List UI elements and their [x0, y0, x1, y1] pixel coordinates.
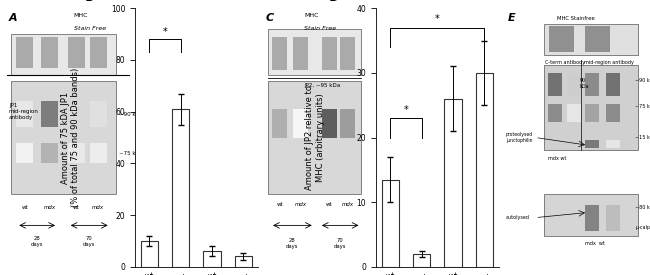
Bar [41, 143, 58, 163]
Bar [413, 254, 430, 267]
Bar [548, 73, 562, 96]
Text: ~90 kDa: ~90 kDa [119, 112, 144, 117]
Text: proteolysed
junctophilin: proteolysed junctophilin [506, 132, 533, 143]
Text: MHC: MHC [304, 13, 318, 18]
Text: 70
days: 70 days [83, 236, 95, 246]
Text: D: D [330, 0, 339, 3]
Bar [90, 101, 107, 127]
Bar [16, 37, 33, 68]
Bar [585, 104, 599, 122]
Text: mdx: mdx [341, 202, 354, 207]
Bar [606, 205, 620, 230]
Text: A: A [9, 13, 18, 23]
Text: mdx: mdx [44, 205, 55, 210]
Text: ~80 kDa: ~80 kDa [635, 205, 650, 210]
Bar [235, 256, 252, 267]
Bar [272, 37, 287, 70]
Text: MHC: MHC [74, 13, 88, 18]
Bar [90, 37, 107, 68]
Bar [585, 26, 610, 52]
Bar [549, 26, 574, 52]
Y-axis label: Amount of 75 kDA JP1
(% of total 75 and 90 kDa bands): Amount of 75 kDA JP1 (% of total 75 and … [60, 68, 80, 207]
Bar [203, 251, 221, 267]
Bar [340, 37, 355, 70]
Bar [606, 140, 620, 148]
Text: JP1
mid-region
antibody: JP1 mid-region antibody [9, 103, 39, 120]
Bar [268, 29, 361, 75]
Bar [322, 109, 337, 138]
Bar [41, 37, 58, 68]
Bar [68, 37, 85, 68]
Text: mid-region antibody: mid-region antibody [584, 60, 634, 65]
Bar [140, 241, 158, 267]
Bar [16, 101, 33, 127]
Text: ~15 kDa: ~15 kDa [635, 135, 650, 140]
Text: B: B [86, 0, 95, 3]
Text: 28
days: 28 days [31, 236, 44, 246]
Bar [68, 101, 85, 127]
Bar [606, 73, 620, 96]
Bar [548, 104, 562, 122]
Bar [543, 65, 638, 150]
Bar [585, 140, 599, 148]
Bar [41, 101, 58, 127]
Text: C-term antibody: C-term antibody [545, 60, 585, 65]
Text: C: C [266, 13, 274, 23]
Text: μ-calpain: μ-calpain [635, 226, 650, 230]
Text: ~90 kDa: ~90 kDa [635, 78, 650, 83]
Text: mdx wt: mdx wt [548, 156, 567, 161]
Text: 90
kDa: 90 kDa [580, 78, 590, 89]
Y-axis label: Amount of JP2 relative to
MHC (arbitrary units): Amount of JP2 relative to MHC (arbitrary… [306, 85, 324, 190]
Text: *: * [404, 105, 408, 115]
Text: mdx: mdx [92, 205, 105, 210]
Bar [567, 73, 581, 96]
Bar [268, 81, 361, 194]
Bar [172, 109, 189, 267]
Text: *: * [162, 27, 168, 37]
Text: wt: wt [326, 202, 333, 207]
Text: 70
days: 70 days [334, 238, 346, 249]
Text: ~75 kDa: ~75 kDa [635, 104, 650, 109]
Text: 28
days: 28 days [286, 238, 298, 249]
Bar [585, 205, 599, 230]
Bar [272, 109, 287, 138]
Bar [294, 109, 308, 138]
Text: wt: wt [73, 205, 80, 210]
Bar [543, 194, 638, 236]
Text: wt: wt [21, 205, 28, 210]
Bar [322, 37, 337, 70]
Bar [12, 81, 116, 194]
Text: MHC Stainfree: MHC Stainfree [558, 16, 595, 21]
Text: JP2, ~95 kDa: JP2, ~95 kDa [304, 83, 341, 88]
Bar [445, 99, 461, 267]
Bar [68, 143, 85, 163]
Bar [382, 180, 399, 267]
Bar [294, 37, 308, 70]
Text: mdx  wt: mdx wt [585, 241, 605, 246]
Text: *: * [435, 14, 439, 24]
Text: autolysed: autolysed [506, 215, 530, 220]
Bar [543, 24, 638, 55]
Bar [340, 109, 355, 138]
Text: wt: wt [276, 202, 283, 207]
Bar [567, 104, 581, 122]
Bar [606, 104, 620, 122]
Bar [90, 143, 107, 163]
Text: Stain Free: Stain Free [304, 26, 336, 31]
Bar [16, 143, 33, 163]
Bar [585, 73, 599, 96]
Text: E: E [508, 13, 515, 23]
Text: ~75 kDa: ~75 kDa [119, 150, 144, 155]
Bar [476, 73, 493, 267]
Bar [12, 34, 116, 75]
Text: Stain Free: Stain Free [74, 26, 106, 31]
Text: mdx: mdx [295, 202, 307, 207]
